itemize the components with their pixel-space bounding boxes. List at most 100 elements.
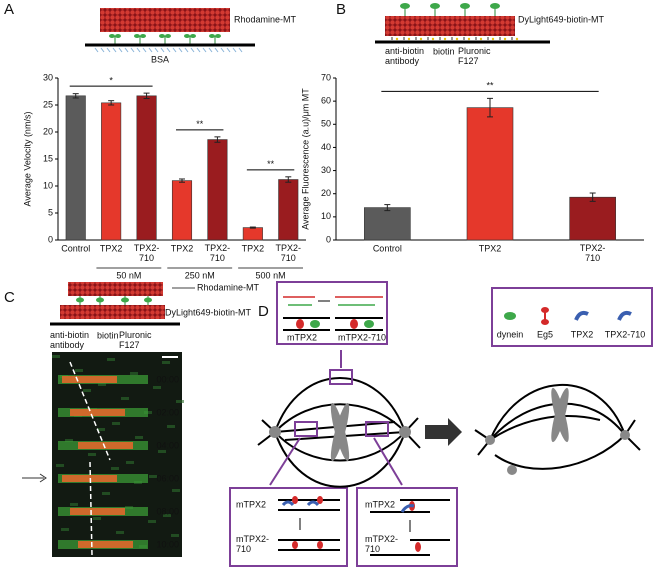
box-label: mTPX2-710 (365, 534, 398, 554)
text-line: 710 (139, 253, 154, 263)
dynein-head (209, 34, 215, 38)
dynein-head (140, 34, 146, 38)
biotin (503, 37, 507, 41)
kymo-noise (111, 467, 119, 470)
y-tick-label: 25 (43, 99, 53, 109)
spindle-fiber (489, 384, 626, 441)
dynein-head (76, 297, 84, 303)
pole (620, 430, 630, 440)
big-arrow (425, 418, 462, 446)
error-bar (285, 176, 292, 183)
kymo-noise (158, 450, 166, 453)
dynein (310, 320, 320, 328)
group-label: 50 nM (116, 270, 141, 280)
error-bar (143, 92, 150, 100)
text-line: 710 (585, 253, 600, 263)
dynein-head (115, 34, 121, 38)
pole (507, 465, 517, 475)
bsa (226, 47, 231, 53)
error-bar (108, 100, 115, 106)
text-line: anti-biotin (385, 46, 424, 56)
bar (101, 102, 122, 241)
significance-label: ** (486, 81, 494, 91)
callout (373, 437, 403, 486)
time-label: 08:00 (156, 506, 179, 516)
text-line: TPX2- (580, 243, 606, 253)
bar (364, 207, 411, 241)
red-mt (78, 541, 133, 548)
y-tick-label: 5 (48, 207, 53, 217)
eg5 (296, 319, 304, 329)
kymo-noise (163, 514, 171, 517)
track (69, 361, 111, 461)
chromosome (551, 387, 569, 443)
kymo-noise (70, 503, 78, 506)
error-bar (72, 93, 79, 99)
x-tick-label: TPX2-710 (134, 243, 160, 263)
y-tick-label: 20 (43, 126, 53, 136)
legend-label: dynein (497, 329, 524, 339)
arrow-head (39, 473, 47, 483)
biotin (491, 37, 495, 41)
kymo-noise (112, 422, 120, 425)
kymo-noise (153, 386, 161, 389)
icon (617, 310, 632, 321)
kymo-noise (102, 492, 110, 495)
dynein-head (490, 3, 500, 9)
bsa (130, 47, 135, 53)
kymo-noise (149, 475, 157, 478)
dynein-head (96, 297, 104, 303)
significance-label: ** (267, 159, 275, 169)
biotin (467, 37, 471, 41)
legend-label: TPX2-710 (605, 329, 646, 339)
kymo-noise (61, 528, 69, 531)
kymo-noise (97, 428, 105, 431)
y-tick-label: 0 (326, 234, 331, 244)
dynein (364, 320, 374, 328)
bar (136, 95, 157, 241)
bsa (136, 47, 141, 53)
y-tick-label: 20 (321, 188, 331, 198)
biotin (407, 37, 411, 41)
schematic-label: biotin (97, 330, 119, 340)
bsa (172, 47, 177, 53)
bsa (106, 47, 111, 53)
bsa (232, 47, 237, 53)
bsa (220, 47, 225, 53)
text-line: antibody (50, 340, 85, 350)
bar (65, 95, 86, 241)
box-label: mTPX2-710 (236, 534, 269, 554)
panel-label: A (4, 1, 14, 18)
dynein-head (190, 34, 196, 38)
kymo-noise (75, 369, 83, 372)
dynein-head (144, 297, 152, 303)
kymo-noise (148, 520, 156, 523)
microtubule (60, 305, 165, 319)
box-label: mTPX2 (236, 499, 266, 509)
tpx2 (400, 504, 415, 513)
text-line: TPX2- (276, 243, 302, 253)
kymo-noise (176, 400, 184, 403)
spindle-fiber (274, 377, 406, 433)
x-tick-label: TPX2 (171, 243, 194, 253)
biotin (455, 37, 459, 41)
y-tick-label: 40 (321, 142, 331, 152)
kymo-noise (93, 517, 101, 520)
kymo-noise (88, 453, 96, 456)
bsa (100, 47, 105, 53)
eg5 (415, 542, 421, 552)
box (365, 421, 389, 437)
group-label: 250 nM (185, 270, 215, 280)
bar (466, 107, 514, 241)
dynein-head (121, 297, 129, 303)
y-tick-label: 50 (321, 119, 331, 129)
time-label: 06:00 (156, 473, 179, 483)
bsa (112, 47, 117, 53)
dynein-head (165, 34, 171, 38)
x-tick-label: TPX2 (242, 243, 265, 253)
tpx2 (281, 500, 295, 507)
text-line: Pluronic (458, 46, 491, 56)
schematic-label: biotin (433, 46, 455, 56)
bsa (148, 47, 153, 53)
bsa (178, 47, 183, 53)
